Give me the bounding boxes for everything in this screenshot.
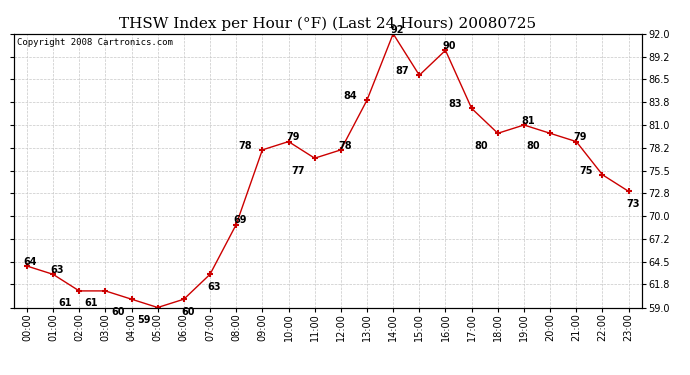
Text: 63: 63: [50, 265, 64, 275]
Text: 73: 73: [626, 199, 640, 209]
Text: 59: 59: [137, 315, 150, 325]
Text: 78: 78: [338, 141, 352, 151]
Text: Copyright 2008 Cartronics.com: Copyright 2008 Cartronics.com: [17, 38, 172, 47]
Text: 92: 92: [391, 25, 404, 34]
Text: 81: 81: [522, 116, 535, 126]
Text: 60: 60: [111, 307, 124, 317]
Text: 61: 61: [85, 298, 98, 308]
Text: 69: 69: [234, 215, 247, 225]
Text: 79: 79: [286, 132, 299, 142]
Text: 63: 63: [208, 282, 221, 292]
Text: 80: 80: [474, 141, 488, 151]
Text: 78: 78: [239, 141, 253, 151]
Text: 60: 60: [181, 307, 195, 317]
Text: 75: 75: [579, 166, 593, 176]
Text: 80: 80: [526, 141, 540, 151]
Text: 84: 84: [344, 91, 357, 101]
Text: 77: 77: [291, 166, 305, 176]
Text: 83: 83: [448, 99, 462, 109]
Text: 90: 90: [443, 41, 456, 51]
Title: THSW Index per Hour (°F) (Last 24 Hours) 20080725: THSW Index per Hour (°F) (Last 24 Hours)…: [119, 17, 536, 31]
Text: 61: 61: [59, 298, 72, 308]
Text: 64: 64: [23, 257, 37, 267]
Text: 79: 79: [573, 132, 587, 142]
Text: 87: 87: [396, 66, 409, 76]
